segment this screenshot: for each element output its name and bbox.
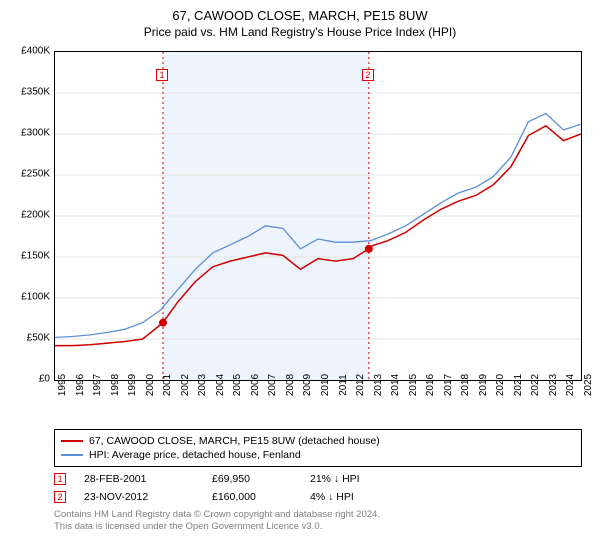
legend: 67, CAWOOD CLOSE, MARCH, PE15 8UW (detac…	[54, 429, 582, 467]
event-marker: 1	[54, 473, 66, 485]
y-tick-label: £150K	[21, 251, 50, 262]
legend-swatch	[61, 454, 83, 456]
event-marker: 2	[54, 491, 66, 503]
y-tick-label: £100K	[21, 292, 50, 303]
chart-title: 67, CAWOOD CLOSE, MARCH, PE15 8UW	[10, 8, 590, 23]
plot	[54, 51, 582, 381]
y-tick-label: £0	[39, 374, 50, 385]
legend-row: HPI: Average price, detached house, Fenl…	[61, 448, 575, 462]
legend-label: HPI: Average price, detached house, Fenl…	[89, 448, 301, 462]
event-date: 28-FEB-2001	[84, 473, 194, 485]
event-hpi: 21% ↓ HPI	[310, 473, 390, 485]
chart-subtitle: Price paid vs. HM Land Registry's House …	[10, 25, 590, 39]
event-price: £160,000	[212, 491, 292, 503]
event-price: £69,950	[212, 473, 292, 485]
footnote: Contains HM Land Registry data © Crown c…	[54, 509, 582, 533]
marker-box: 2	[362, 69, 374, 81]
events-table: 1 28-FEB-2001 £69,950 21% ↓ HPI 2 23-NOV-2012…	[54, 473, 582, 503]
event-row: 1 28-FEB-2001 £69,950 21% ↓ HPI	[54, 473, 582, 485]
footnote-line: This data is licensed under the Open Gov…	[54, 521, 582, 533]
legend-swatch	[61, 440, 83, 442]
footnote-line: Contains HM Land Registry data © Crown c…	[54, 509, 582, 521]
y-tick-label: £50K	[27, 333, 50, 344]
y-tick-label: £350K	[21, 87, 50, 98]
event-date: 23-NOV-2012	[84, 491, 194, 503]
legend-row: 67, CAWOOD CLOSE, MARCH, PE15 8UW (detac…	[61, 434, 575, 448]
event-hpi: 4% ↓ HPI	[310, 491, 390, 503]
chart-area: £0 £50K £100K £150K £200K £250K £300K £350K £400…	[10, 45, 590, 425]
y-tick-label: £250K	[21, 169, 50, 180]
marker-box: 1	[156, 69, 168, 81]
y-tick-label: £300K	[21, 128, 50, 139]
y-tick-label: £400K	[21, 46, 50, 57]
y-tick-label: £200K	[21, 210, 50, 221]
event-row: 2 23-NOV-2012 £160,000 4% ↓ HPI	[54, 491, 582, 503]
x-tick-label: 2025	[583, 374, 600, 396]
legend-label: 67, CAWOOD CLOSE, MARCH, PE15 8UW (detac…	[89, 434, 380, 448]
